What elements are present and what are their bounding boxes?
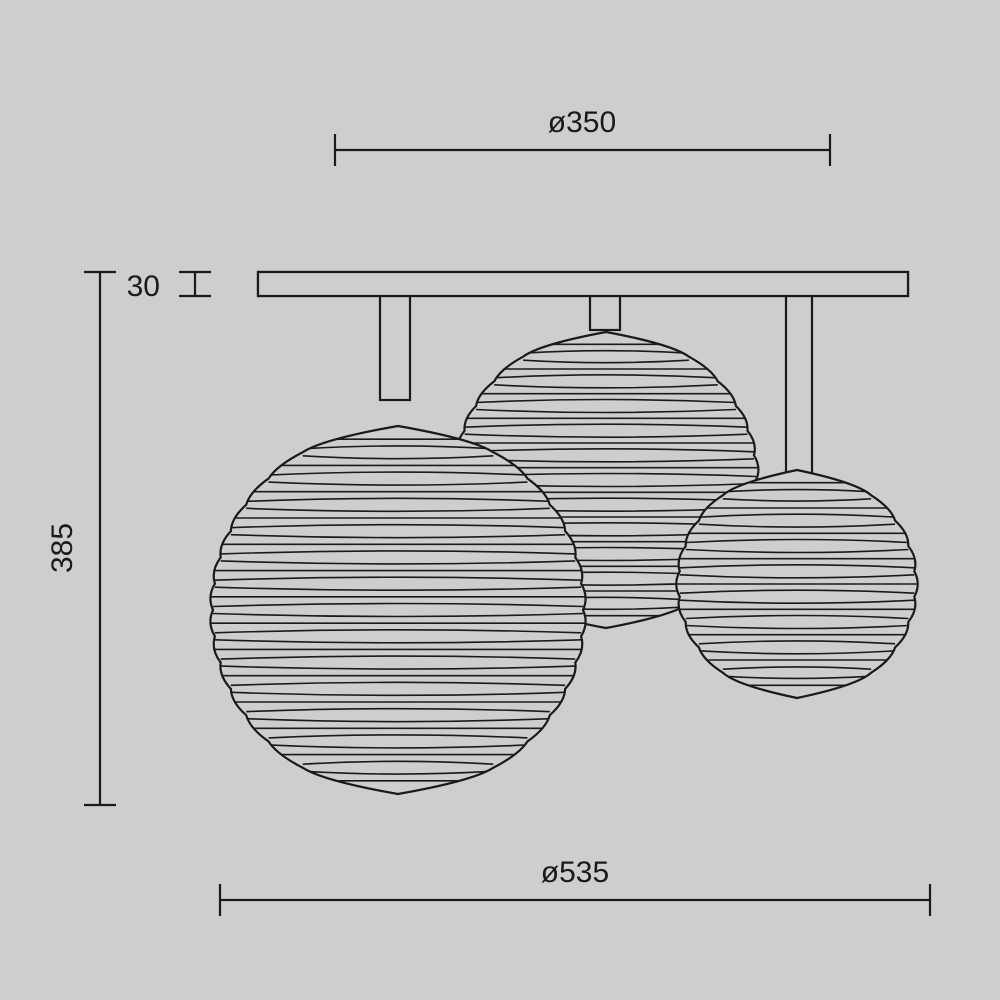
stem-back (590, 296, 620, 330)
dim-height-label: 385 (46, 523, 79, 573)
dim-top-label: ø350 (548, 106, 616, 139)
globe-right (676, 470, 918, 698)
globe-front (210, 426, 585, 794)
technical-drawing: ø350 ø535 385 30 (0, 0, 1000, 1000)
dim-plate-label: 30 (127, 270, 160, 303)
stem-front (380, 296, 410, 400)
stem-right (786, 296, 812, 476)
dim-bottom-label: ø535 (541, 856, 609, 889)
